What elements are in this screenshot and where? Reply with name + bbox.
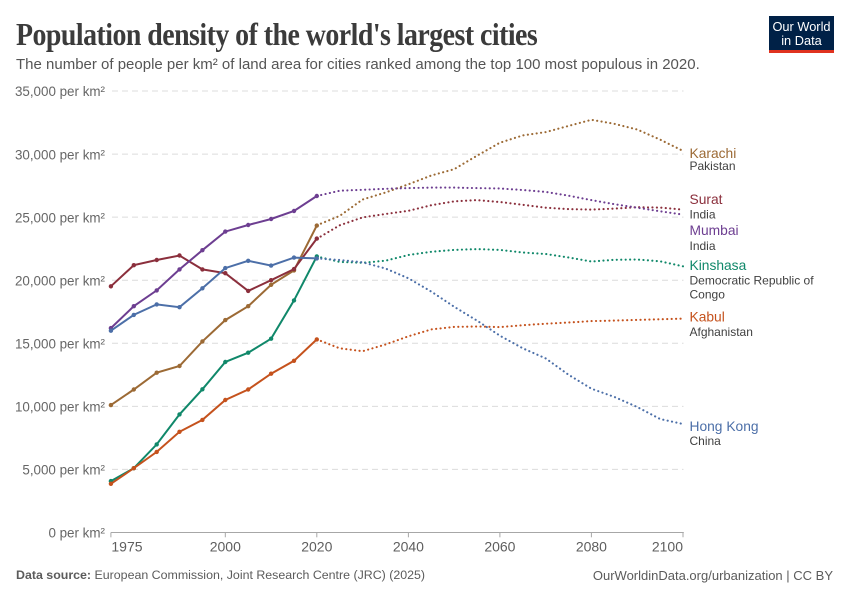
svg-text:Hong Kong: Hong Kong (690, 419, 759, 434)
svg-text:35,000 per km²: 35,000 per km² (15, 84, 106, 99)
svg-text:Kabul: Kabul (690, 310, 725, 325)
svg-text:2020: 2020 (301, 539, 332, 555)
svg-text:India: India (690, 239, 716, 253)
svg-text:1975: 1975 (111, 539, 142, 555)
svg-text:25,000 per km²: 25,000 per km² (15, 210, 106, 225)
svg-text:30,000 per km²: 30,000 per km² (15, 147, 106, 162)
svg-text:10,000 per km²: 10,000 per km² (15, 400, 106, 415)
svg-text:Democratic Republic of: Democratic Republic of (690, 274, 815, 288)
svg-text:Karachi: Karachi (690, 146, 737, 161)
svg-text:2000: 2000 (210, 539, 241, 555)
svg-text:India: India (690, 208, 716, 222)
svg-text:Afghanistan: Afghanistan (690, 325, 753, 339)
svg-text:Pakistan: Pakistan (690, 159, 736, 173)
svg-text:5,000 per km²: 5,000 per km² (22, 463, 105, 478)
svg-text:Kinshasa: Kinshasa (690, 258, 747, 273)
svg-text:2080: 2080 (576, 539, 607, 555)
svg-text:China: China (690, 434, 722, 448)
svg-text:Surat: Surat (690, 192, 723, 207)
svg-text:20,000 per km²: 20,000 per km² (15, 273, 106, 288)
svg-text:2060: 2060 (484, 539, 515, 555)
svg-text:Congo: Congo (690, 287, 726, 301)
svg-text:0 per km²: 0 per km² (48, 526, 105, 541)
svg-text:2100: 2100 (652, 539, 683, 555)
svg-text:2040: 2040 (393, 539, 424, 555)
svg-text:15,000 per km²: 15,000 per km² (15, 337, 106, 352)
svg-text:Mumbai: Mumbai (690, 223, 739, 238)
